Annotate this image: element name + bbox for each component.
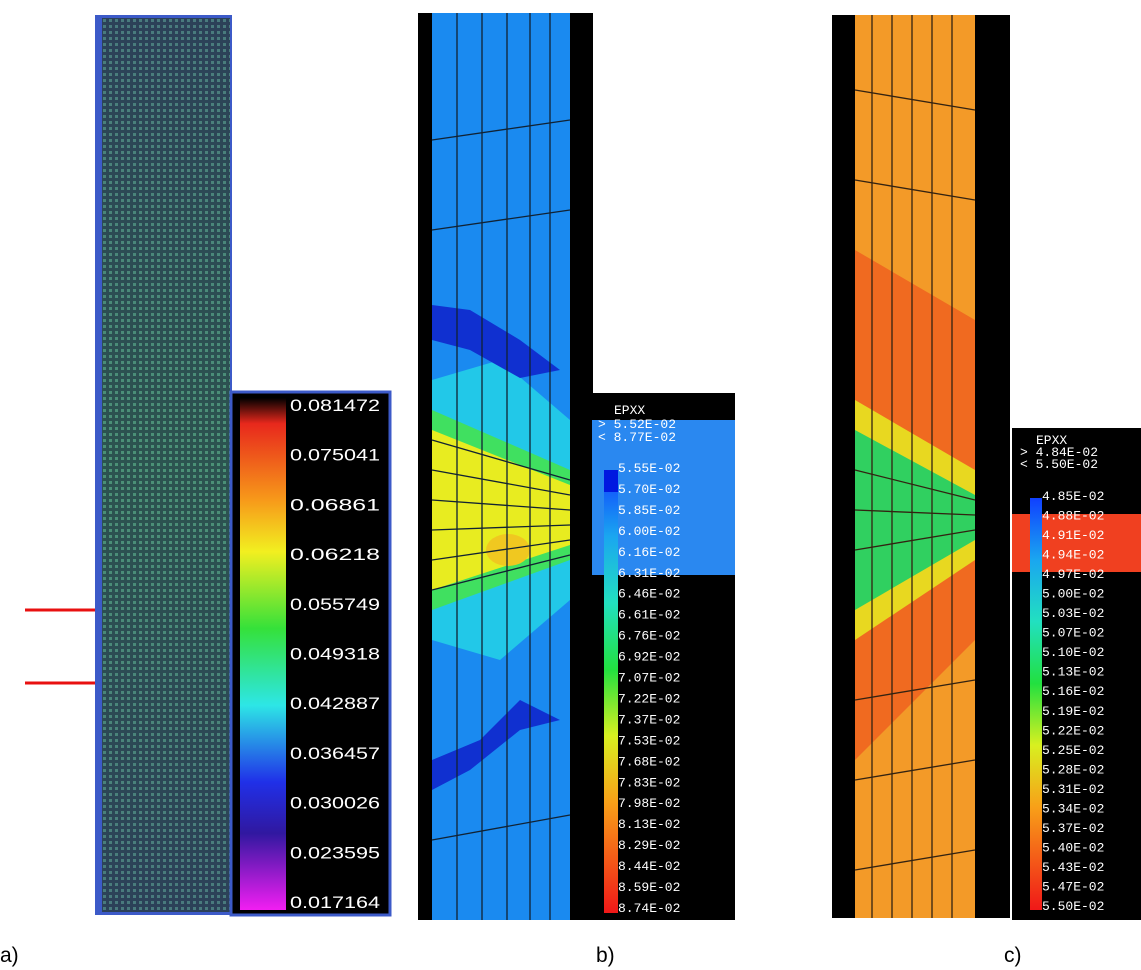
- legend-level: 5.19E-02: [1042, 704, 1104, 719]
- legend-level: 5.00E-02: [1042, 587, 1104, 602]
- legend-level: 5.55E-02: [618, 461, 680, 476]
- legend-title: EPXX: [614, 403, 645, 418]
- contour: [432, 430, 570, 590]
- contour: [855, 430, 975, 610]
- legend-level: 5.37E-02: [1042, 821, 1104, 836]
- panel-label: c): [1004, 944, 1022, 967]
- legend-level: 6.46E-02: [618, 587, 680, 602]
- legend-tick: 0.075041: [290, 446, 380, 465]
- legend-level: 5.43E-02: [1042, 860, 1104, 875]
- legend-level: 5.47E-02: [1042, 879, 1104, 894]
- legend-level: 7.68E-02: [618, 754, 680, 769]
- legend-level: 4.88E-02: [1042, 509, 1104, 524]
- legend-level: 5.31E-02: [1042, 782, 1104, 797]
- legend-level: 5.10E-02: [1042, 645, 1104, 660]
- legend-level: 7.98E-02: [618, 796, 680, 811]
- legend-range: < 5.50E-02: [1020, 457, 1098, 472]
- legend-tick: 0.036457: [290, 744, 380, 763]
- legend-range: > 4.84E-02: [1020, 445, 1098, 460]
- legend-level: 5.70E-02: [618, 482, 680, 497]
- legend-level: 6.61E-02: [618, 608, 680, 623]
- legend-tick: 0.055749: [290, 595, 380, 614]
- legend-level: 5.50E-02: [1042, 899, 1104, 914]
- legend-level: 4.94E-02: [1042, 548, 1104, 563]
- legend-level: 4.97E-02: [1042, 567, 1104, 582]
- legend-level: 5.40E-02: [1042, 840, 1104, 855]
- legend-level: 6.31E-02: [618, 566, 680, 581]
- legend-level: 8.74E-02: [618, 901, 680, 916]
- mesh-b: [431, 13, 571, 920]
- legend-tick: 0.030026: [290, 794, 380, 813]
- mesh-c: [854, 15, 976, 918]
- legend-level: 7.83E-02: [618, 775, 680, 790]
- legend-level: 8.59E-02: [618, 880, 680, 895]
- legend-tick: 0.023595: [290, 843, 380, 862]
- panel-label: b): [596, 944, 615, 967]
- legend-level: 8.44E-02: [618, 859, 680, 874]
- legend-tick: 0.049318: [290, 645, 380, 664]
- legend-level: 7.37E-02: [618, 712, 680, 727]
- legend-level: 5.03E-02: [1042, 606, 1104, 621]
- legend-level: 8.29E-02: [618, 838, 680, 853]
- legend-level: 5.13E-02: [1042, 665, 1104, 680]
- legend-tick: 0.06218: [290, 545, 380, 564]
- colorbar-b: [604, 470, 618, 913]
- contour: [432, 305, 560, 378]
- legend-level: 8.13E-02: [618, 817, 680, 832]
- colorbar-cap: [604, 470, 618, 492]
- legend-level: 7.53E-02: [618, 733, 680, 748]
- legend-level: 6.92E-02: [618, 650, 680, 665]
- legend-tick: 0.042887: [290, 694, 380, 713]
- legend-level: 5.25E-02: [1042, 743, 1104, 758]
- legend-level: 7.22E-02: [618, 691, 680, 706]
- legend-level: 5.28E-02: [1042, 762, 1104, 777]
- colorbar-c: [1030, 498, 1042, 910]
- legend-tick: 0.06861: [290, 495, 380, 514]
- legend-level: 6.16E-02: [618, 545, 680, 560]
- legend-range: < 8.77E-02: [598, 430, 676, 445]
- panel-label: a): [0, 944, 19, 967]
- legend-level: 4.91E-02: [1042, 528, 1104, 543]
- field-tint-a: [102, 18, 230, 912]
- legend-level: 5.85E-02: [618, 503, 680, 518]
- legend-level: 5.16E-02: [1042, 684, 1104, 699]
- legend-level: 5.22E-02: [1042, 723, 1104, 738]
- legend-level: 5.07E-02: [1042, 626, 1104, 641]
- legend-level: 7.07E-02: [618, 671, 680, 686]
- legend-level: 5.34E-02: [1042, 801, 1104, 816]
- legend-tick: 0.017164: [290, 893, 380, 912]
- contour: [486, 534, 530, 566]
- legend-level: 4.85E-02: [1042, 489, 1104, 504]
- legend-range: > 5.52E-02: [598, 417, 676, 432]
- legend-level: 6.76E-02: [618, 629, 680, 644]
- legend-tick: 0.081472: [290, 396, 380, 415]
- contour: [432, 700, 560, 790]
- legend-title: EPXX: [1036, 433, 1067, 448]
- legend-level: 6.00E-02: [618, 524, 680, 539]
- colorbar-a: [240, 398, 286, 910]
